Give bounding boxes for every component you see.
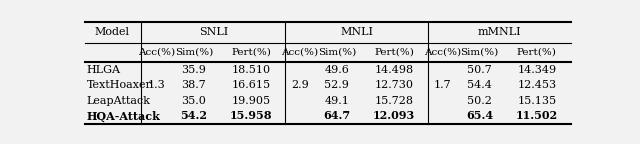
Text: 12.730: 12.730 [374,80,413,90]
Text: 54.4: 54.4 [467,80,492,90]
Text: 2.9: 2.9 [291,80,308,90]
Text: 18.510: 18.510 [232,65,271,75]
Text: 50.7: 50.7 [467,65,492,75]
Text: Pert(%): Pert(%) [517,48,557,57]
Text: 49.1: 49.1 [324,95,349,106]
Text: TextHoaxer: TextHoaxer [86,80,151,90]
Text: 50.2: 50.2 [467,95,492,106]
Text: Pert(%): Pert(%) [374,48,414,57]
Text: 1.3: 1.3 [148,80,166,90]
Text: 19.905: 19.905 [232,95,271,106]
Text: MNLI: MNLI [340,27,373,37]
Text: 14.349: 14.349 [517,65,556,75]
Text: 15.135: 15.135 [517,95,556,106]
Text: 54.2: 54.2 [180,110,207,122]
Text: Sim(%): Sim(%) [317,48,356,57]
Text: 15.958: 15.958 [230,110,272,122]
Text: 35.9: 35.9 [182,65,206,75]
Text: 38.7: 38.7 [182,80,206,90]
Text: 65.4: 65.4 [466,110,493,122]
Text: Sim(%): Sim(%) [461,48,499,57]
Text: Acc(%): Acc(%) [138,48,175,57]
Text: 11.502: 11.502 [516,110,558,122]
Text: mMNLI: mMNLI [478,27,522,37]
Text: 49.6: 49.6 [324,65,349,75]
Text: 16.615: 16.615 [232,80,271,90]
Text: Model: Model [94,27,129,37]
Text: 14.498: 14.498 [374,65,413,75]
Text: HQA-Attack: HQA-Attack [86,110,161,122]
Text: SNLI: SNLI [199,27,228,37]
Text: 12.093: 12.093 [372,110,415,122]
Text: 1.7: 1.7 [434,80,451,90]
Text: Sim(%): Sim(%) [175,48,213,57]
Text: HLGA: HLGA [86,65,120,75]
Text: 64.7: 64.7 [323,110,350,122]
Text: Pert(%): Pert(%) [231,48,271,57]
Text: 15.728: 15.728 [374,95,413,106]
Text: 35.0: 35.0 [182,95,206,106]
Text: 12.453: 12.453 [517,80,556,90]
Text: 52.9: 52.9 [324,80,349,90]
Text: LeapAttack: LeapAttack [86,95,150,106]
Text: Acc(%): Acc(%) [281,48,318,57]
Text: Acc(%): Acc(%) [424,48,461,57]
